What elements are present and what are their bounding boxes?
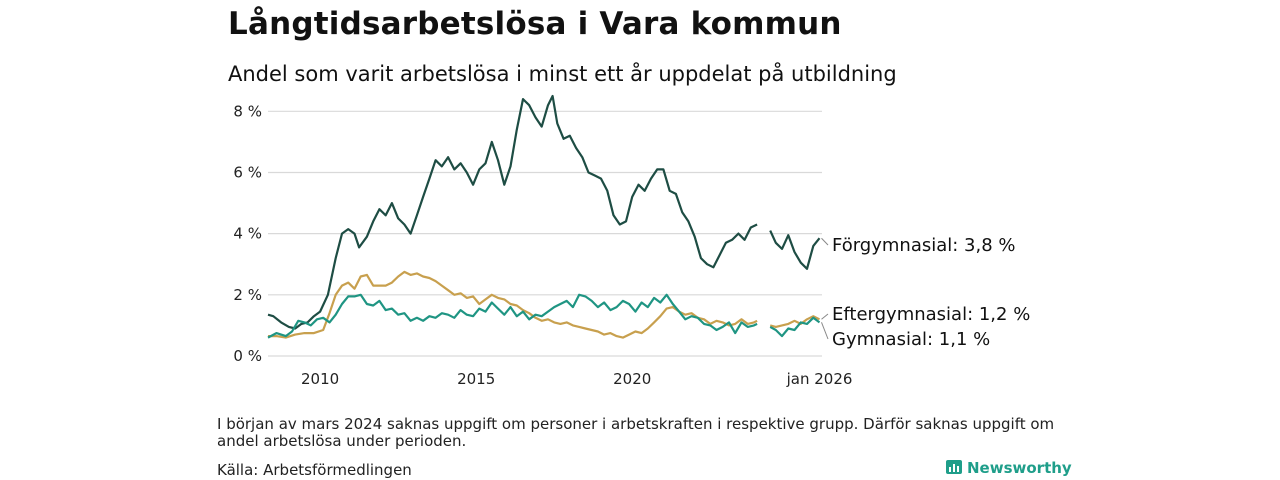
y-tick-label: 4 % (233, 225, 262, 243)
x-tick-label: jan 2026 (786, 370, 853, 388)
newsworthy-logo-icon (946, 460, 962, 474)
series-line-förgymnasial (769, 230, 821, 270)
series-line-gymnasial (769, 316, 821, 338)
label-leader-line (821, 313, 829, 320)
chart-title: Långtidsarbetslösa i Vara kommun (228, 6, 842, 42)
line-chart: 0 % 2 % 4 % 6 % 8 % 2010 2015 2020 jan 2026 Förgy… (233, 94, 1030, 388)
x-tick-label: 2015 (457, 370, 495, 388)
x-tick-label: 2010 (301, 370, 339, 388)
series-line-eftergymnasial (769, 315, 820, 328)
series-end-label: Eftergymnasial: 1,2 % (832, 304, 1030, 325)
series-end-label: Förgymnasial: 3,8 % (832, 235, 1016, 256)
source-text: Källa: Arbetsförmedlingen (217, 461, 412, 479)
label-leader-line (821, 322, 829, 340)
series-end-label: Gymnasial: 1,1 % (832, 329, 990, 350)
series-line-gymnasial (267, 293, 758, 339)
y-tick-label: 2 % (233, 286, 262, 304)
label-leader-line (821, 237, 829, 246)
brand-logo[interactable]: Newsworthy (946, 459, 1072, 477)
y-tick-label: 0 % (233, 347, 262, 365)
chart-subtitle: Andel som varit arbetslösa i minst ett å… (228, 62, 897, 86)
y-tick-label: 8 % (233, 102, 262, 120)
footnote: I början av mars 2024 saknas uppgift om … (217, 415, 1055, 450)
x-tick-label: 2020 (613, 370, 651, 388)
y-tick-label: 6 % (233, 163, 262, 181)
brand-name: Newsworthy (967, 459, 1072, 477)
series-line-förgymnasial (267, 94, 758, 330)
